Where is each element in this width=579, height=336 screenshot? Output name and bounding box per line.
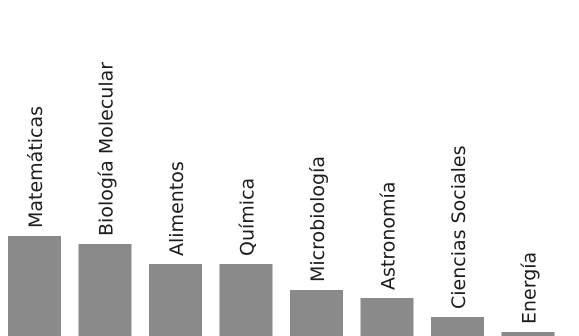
category-label-5: Astronomía — [378, 182, 400, 290]
category-label-6: Ciencias Sociales — [448, 145, 470, 309]
category-label-4: Microbiología — [307, 156, 329, 282]
bar-1 — [78, 244, 132, 336]
bar-6 — [431, 317, 484, 336]
category-label-0: Matemáticas — [25, 106, 47, 228]
bar-2 — [149, 264, 202, 336]
category-label-3: Química — [237, 178, 259, 256]
bar-4 — [290, 290, 343, 336]
bar-5 — [360, 298, 414, 336]
bar-0 — [8, 236, 61, 336]
bar-3 — [219, 264, 273, 336]
category-label-2: Alimentos — [166, 161, 188, 256]
bar-7 — [501, 332, 555, 336]
category-label-7: Energía — [519, 252, 541, 324]
category-label-1: Biología Molecular — [96, 62, 118, 236]
